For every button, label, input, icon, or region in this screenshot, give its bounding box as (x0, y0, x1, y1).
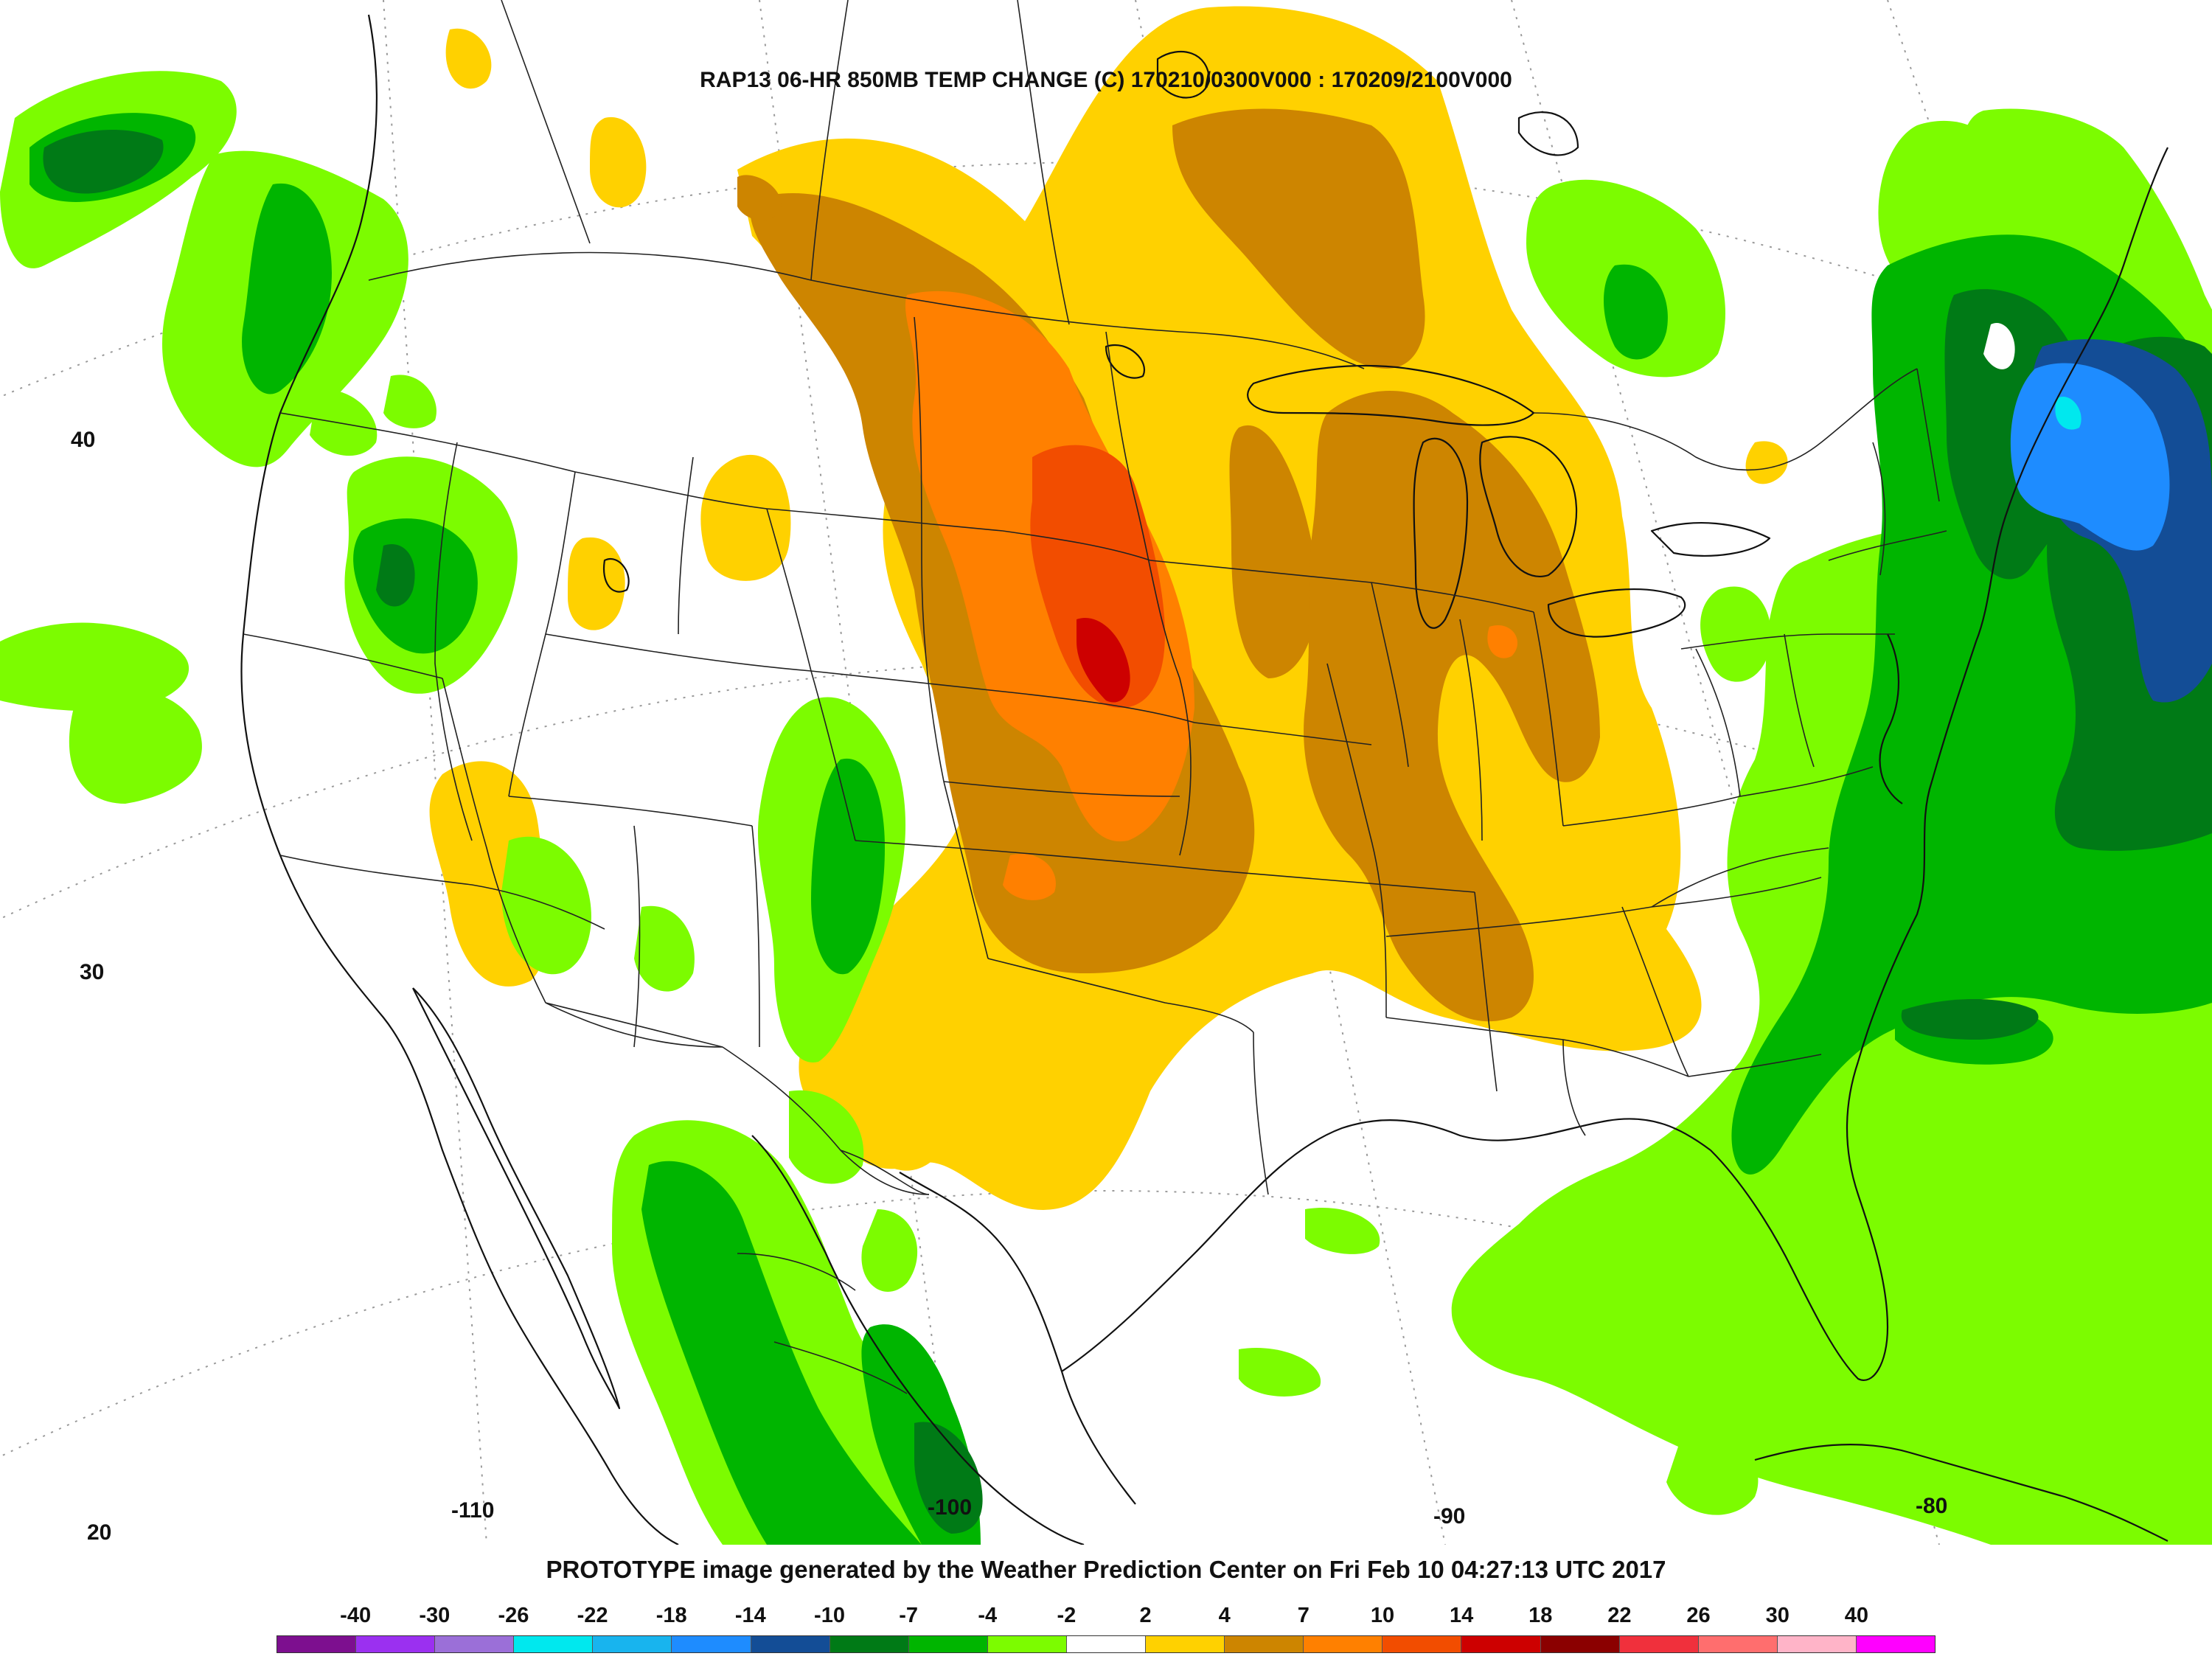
colorbar-swatch (1382, 1636, 1462, 1652)
latitude-label-30: 30 (80, 960, 105, 984)
colorbar-tick-label: -10 (814, 1604, 845, 1627)
colorbar-swatch (356, 1636, 436, 1652)
colorbar-tick-label: -2 (1057, 1604, 1077, 1627)
colorbar-swatch (1304, 1636, 1383, 1652)
colorbar-swatch (672, 1636, 751, 1652)
colorbar-tick-label: 10 (1370, 1604, 1395, 1627)
colorbar-swatch (1461, 1636, 1541, 1652)
colorbar-swatch (830, 1636, 909, 1652)
colorbar-swatch (1619, 1636, 1699, 1652)
colorbar-tick-label: 26 (1686, 1604, 1711, 1627)
colorbar-swatch (1777, 1636, 1857, 1652)
latitude-label-40: 40 (71, 428, 96, 452)
longitude-label-100: -100 (928, 1495, 973, 1520)
colorbar-swatch (435, 1636, 515, 1652)
warm-contour-peak (1077, 618, 1130, 703)
colorbar-swatch (1146, 1636, 1225, 1652)
colorbar-swatch (908, 1636, 988, 1652)
colorbar-tick-label: -26 (498, 1604, 529, 1627)
colorbar-swatch (1225, 1636, 1304, 1652)
colorbar-tick-label: -18 (655, 1604, 687, 1627)
colorbar-swatch (751, 1636, 830, 1652)
colorbar-swatch (593, 1636, 672, 1652)
colorbar-tick-label: 7 (1297, 1604, 1310, 1627)
coastlines (240, 14, 2168, 1545)
colorbar-swatches (276, 1635, 1935, 1653)
colorbar-swatch (514, 1636, 594, 1652)
longitude-label-110: -110 (451, 1498, 495, 1523)
political-borders (243, 0, 1947, 1394)
longitude-label-90: -90 (1433, 1504, 1466, 1528)
cool-contour-dark (43, 130, 164, 194)
warm-anomaly-field (429, 6, 2168, 1369)
colorbar-swatch (1856, 1636, 1935, 1652)
colorbar-legend: -40 -30 -26 -22 -18 -14 -10 -7 -4 -2 2 4 7 10 14 18 22 26… (276, 1604, 1935, 1655)
colorbar-tick-label: 14 (1450, 1604, 1474, 1627)
colorbar-tick-label: 2 (1139, 1604, 1152, 1627)
colorbar-swatch (1066, 1636, 1147, 1652)
colorbar-tick-label: -14 (734, 1604, 766, 1627)
cool-anomaly-field (0, 71, 2212, 1545)
warm-contour-hot (1030, 445, 1165, 708)
map-area (0, 0, 2212, 1545)
latitude-label-20: 20 (87, 1520, 112, 1545)
colorbar-swatch (277, 1636, 357, 1652)
longitude-label-80: -80 (1916, 1494, 1948, 1518)
colorbar-tick-label: -30 (419, 1604, 451, 1627)
colorbar-tick-label: 4 (1218, 1604, 1231, 1627)
colorbar-tick-label: -22 (577, 1604, 608, 1627)
colorbar-tick-label: 22 (1607, 1604, 1632, 1627)
colorbar-tick-label: 18 (1528, 1604, 1553, 1627)
colorbar-tick-label: -40 (340, 1604, 372, 1627)
colorbar-swatch (1698, 1636, 1778, 1652)
colorbar-tick-label: -4 (978, 1604, 998, 1627)
map-title: RAP13 06-HR 850MB TEMP CHANGE (C) 170210… (700, 68, 1512, 92)
colorbar-tick-label: -7 (899, 1604, 919, 1627)
colorbar-swatch (1540, 1636, 1620, 1652)
colorbar-swatch (987, 1636, 1067, 1652)
credit-line: PROTOTYPE image generated by the Weather… (546, 1556, 1666, 1583)
colorbar-tick-label: 30 (1765, 1604, 1790, 1627)
colorbar-tick-label: 40 (1844, 1604, 1868, 1627)
